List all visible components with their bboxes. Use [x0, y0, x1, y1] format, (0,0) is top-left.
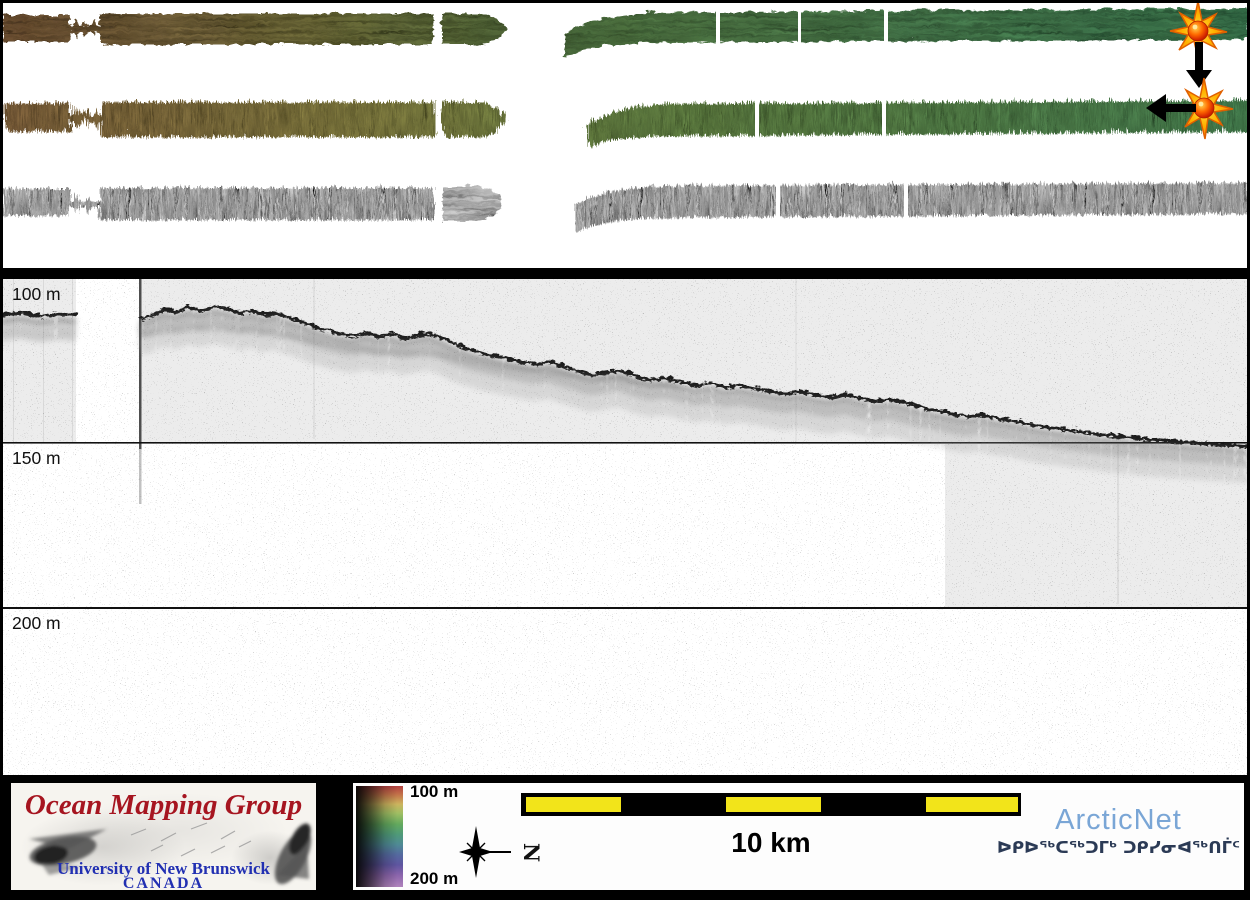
swath-2-data-gaps	[755, 94, 886, 140]
depth-line-200m	[3, 607, 1247, 609]
colorbar-label-top: 100 m	[410, 782, 459, 801]
depth-label-150m: 150 m	[12, 448, 61, 468]
scale-bar	[521, 793, 1021, 816]
segment-start-line	[139, 279, 142, 449]
footer-bar: Ocean Mapping Group University of New Br…	[3, 775, 1247, 897]
bathy-swath-2-left	[3, 99, 504, 134]
bathy-swath-1-right	[563, 7, 1247, 56]
towfish-right-art	[274, 823, 312, 885]
depth-label-200m: 200 m	[12, 613, 61, 633]
backscatter-swath-left	[3, 186, 432, 218]
logo-institution: University of New Brunswick	[57, 859, 270, 878]
logo-art	[29, 822, 312, 885]
scale-bar-label: 10 km	[731, 827, 811, 858]
swath-map-section	[3, 3, 1247, 268]
towfish-left-art	[29, 829, 107, 875]
colorbar-label-bottom: 200 m	[410, 869, 459, 888]
backscatter-swath-right	[573, 181, 1247, 231]
starburst-icon	[1169, 3, 1228, 63]
bathy-swath-1-left	[3, 12, 505, 43]
starburst-icon	[1175, 77, 1234, 140]
backscatter-tip	[441, 184, 500, 220]
bathy-swath-2-right	[585, 97, 1247, 144]
legend-panel: 100 m 200 m N 10 km ArcticNet ᐅᑭᐅᖅᑕᖅᑐᒥᒃ	[353, 782, 1244, 890]
seafloor-trace	[3, 303, 1247, 475]
arcticnet-wordmark: ArcticNet	[1055, 804, 1182, 836]
arcticnet-inuktitut: ᐅᑭᐅᖅᑕᖅᑐᒥᒃ ᑐᑭᓯᓂᐊᖅᑎᒦᑦ	[996, 838, 1240, 858]
scale-bar-segment	[526, 797, 621, 812]
north-arrow: N	[459, 826, 543, 878]
swath-strips-canvas	[3, 3, 1247, 231]
arcticnet-logo: ArcticNet ᐅᑭᐅᖅᑕᖅᑐᒥᒃ ᑐᑭᓯᓂᐊᖅᑎᒦᑦ	[996, 804, 1240, 858]
echogram-canvas: 100 m 150 m 200 m	[3, 279, 1247, 633]
arrow-left-icon	[1146, 94, 1196, 122]
depth-colorbar	[356, 786, 403, 887]
logo-title: Ocean Mapping Group	[24, 789, 303, 821]
arrow-down-icon	[1186, 42, 1212, 88]
backscatter-data-gaps	[776, 178, 908, 222]
north-letter: N	[519, 843, 543, 862]
omg-logo: Ocean Mapping Group University of New Br…	[11, 783, 316, 892]
logo-country: CANADA	[122, 875, 205, 892]
echogram-section: 100 m 150 m 200 m	[3, 279, 1247, 775]
scale-bar-segment	[726, 797, 821, 812]
seabed-scratches	[130, 822, 252, 857]
scale-bar-segment	[926, 797, 1018, 812]
section-divider	[3, 268, 1247, 279]
swath-1-data-gaps	[716, 4, 888, 46]
depth-label-100m: 100 m	[12, 284, 61, 304]
depth-line-150m	[3, 442, 1247, 444]
